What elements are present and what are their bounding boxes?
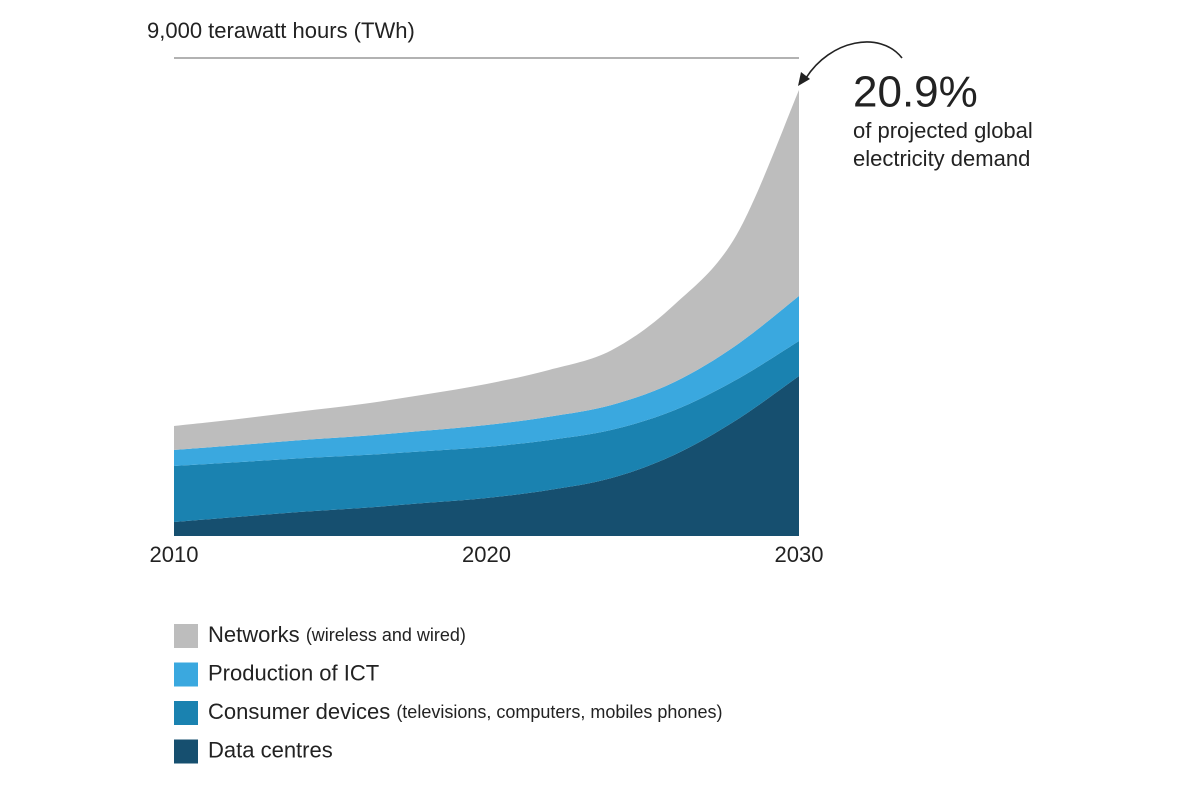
y-tick-label: 9,000 terawatt hours (TWh) — [147, 18, 415, 43]
legend-name: Consumer devices — [208, 699, 390, 724]
legend-description: (televisions, computers, mobiles phones) — [396, 702, 722, 722]
area — [174, 340, 799, 522]
legend-label: Data centres — [208, 737, 333, 762]
x-tick-label: 2020 — [462, 542, 511, 567]
annotation-value: 20.9% — [853, 68, 978, 117]
legend-name: Networks — [208, 622, 300, 647]
area — [174, 89, 799, 451]
legend-description: (wireless and wired) — [306, 625, 466, 645]
annotation-text: of projected global — [853, 118, 1033, 143]
annotation-arrow — [805, 41, 903, 79]
area — [174, 375, 799, 536]
area — [174, 295, 799, 466]
legend-swatch — [174, 701, 198, 725]
legend-swatch — [174, 739, 198, 764]
legend-label: Networks (wireless and wired) — [208, 622, 466, 647]
legend-swatch — [174, 624, 198, 648]
legend-name: Production of ICT — [208, 660, 379, 685]
annotation-arrowhead — [798, 72, 810, 86]
legend-label: Consumer devices (televisions, computers… — [208, 699, 722, 724]
x-tick-label: 2030 — [775, 542, 824, 567]
legend-name: Data centres — [208, 737, 333, 762]
x-tick-label: 2010 — [150, 542, 199, 567]
annotation-text: electricity demand — [853, 146, 1030, 171]
legend-swatch — [174, 662, 198, 687]
legend-label: Production of ICT — [208, 660, 379, 685]
